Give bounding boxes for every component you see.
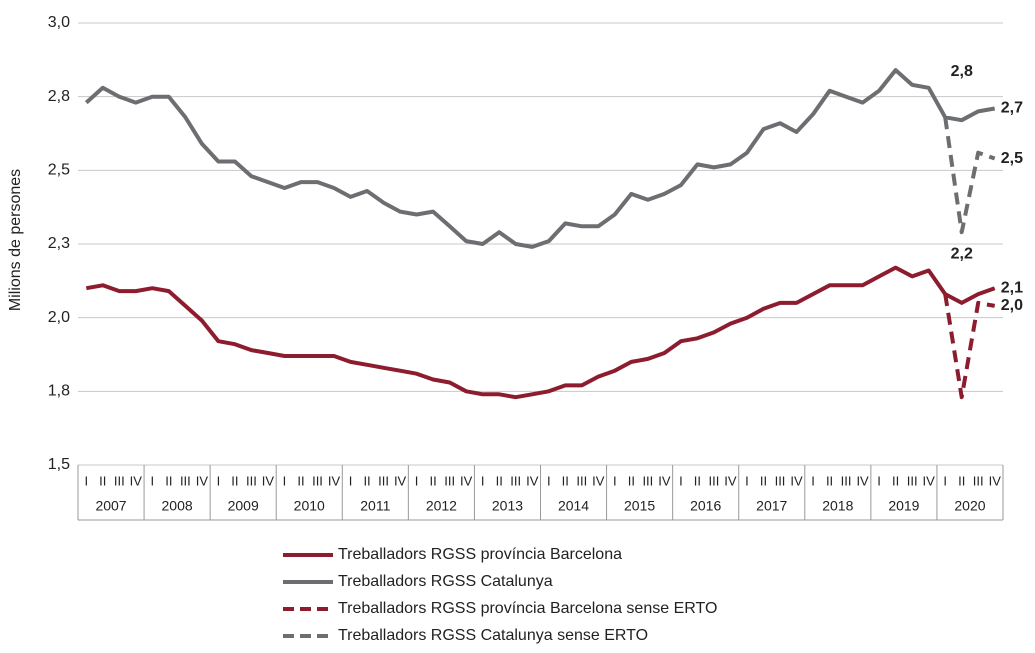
quarter-label: IV (592, 473, 605, 488)
quarter-label: IV (790, 473, 803, 488)
y-tick-label: 1,8 (48, 383, 70, 400)
value-label: 2,7 (1001, 100, 1023, 117)
year-label: 2015 (624, 498, 655, 514)
quarter-label: II (562, 473, 569, 488)
quarter-label: IV (130, 473, 143, 488)
quarter-label: III (246, 473, 257, 488)
series-line (943, 117, 996, 235)
quarter-label: III (114, 473, 125, 488)
quarter-label: III (973, 473, 984, 488)
quarter-label: II (760, 473, 767, 488)
quarter-label: II (165, 473, 172, 488)
legend-label: Treballadors RGSS Catalunya sense ERTO (338, 627, 648, 644)
quarter-label: I (811, 473, 815, 488)
y-tick-label: 2,5 (48, 162, 70, 179)
quarter-label: III (510, 473, 521, 488)
y-axis-title: Milions de persones (7, 169, 24, 311)
quarter-label: III (576, 473, 587, 488)
quarter-label: III (444, 473, 455, 488)
quarter-label: IV (460, 473, 473, 488)
quarter-label: IV (196, 473, 209, 488)
year-label: 2010 (294, 498, 325, 514)
year-label: 2011 (360, 498, 390, 514)
year-label: 2016 (690, 498, 721, 514)
quarter-label: I (349, 473, 353, 488)
legend-label: Treballadors RGSS província Barcelona (338, 546, 622, 563)
quarter-label: II (430, 473, 437, 488)
quarter-label: II (694, 473, 701, 488)
year-label: 2020 (954, 498, 985, 514)
y-tick-label: 2,0 (48, 309, 70, 326)
quarter-label: IV (658, 473, 671, 488)
year-label: 2008 (162, 498, 193, 514)
y-tick-label: 2,8 (48, 88, 70, 105)
series-line (85, 265, 996, 400)
value-label: 2,1 (1001, 279, 1023, 296)
quarter-label: I (283, 473, 287, 488)
quarter-label: I (547, 473, 551, 488)
value-label: 2,0 (1001, 297, 1023, 314)
quarter-label: IV (526, 473, 539, 488)
quarter-label: III (841, 473, 852, 488)
y-tick-label: 1,5 (48, 456, 70, 473)
year-label: 2019 (888, 498, 919, 514)
quarter-label: III (180, 473, 191, 488)
quarter-label: I (84, 473, 88, 488)
quarter-label: I (745, 473, 749, 488)
quarter-label: II (892, 473, 899, 488)
quarter-label: I (481, 473, 485, 488)
quarter-label: III (907, 473, 918, 488)
quarter-label: III (642, 473, 653, 488)
year-label: 2012 (426, 498, 457, 514)
quarter-label: IV (724, 473, 737, 488)
quarter-label: IV (262, 473, 275, 488)
year-label: 2009 (228, 498, 259, 514)
quarter-label: I (679, 473, 683, 488)
quarter-label: II (99, 473, 106, 488)
quarter-label: IV (989, 473, 1002, 488)
quarter-label: II (363, 473, 370, 488)
y-tick-label: 3,0 (48, 14, 70, 31)
quarter-label: III (378, 473, 389, 488)
legend-label: Treballadors RGSS Catalunya (338, 573, 553, 590)
year-label: 2018 (822, 498, 853, 514)
year-label: 2007 (95, 498, 126, 514)
quarter-label: IV (394, 473, 407, 488)
quarter-label: III (775, 473, 786, 488)
series-line (943, 293, 996, 400)
year-label: 2014 (558, 498, 589, 514)
quarter-label: II (231, 473, 238, 488)
quarter-label: I (877, 473, 881, 488)
quarter-label: I (217, 473, 221, 488)
quarter-label: II (496, 473, 503, 488)
quarter-label: II (297, 473, 304, 488)
series-line (84, 68, 996, 249)
quarter-label: I (415, 473, 419, 488)
quarter-label: IV (856, 473, 869, 488)
year-label: 2017 (756, 498, 787, 514)
quarter-label: I (943, 473, 947, 488)
year-label: 2013 (492, 498, 523, 514)
quarter-label: II (958, 473, 965, 488)
quarter-label: III (312, 473, 323, 488)
quarter-label: I (613, 473, 617, 488)
legend-label: Treballadors RGSS província Barcelona se… (338, 600, 717, 617)
quarter-label: II (826, 473, 833, 488)
value-label: 2,5 (1001, 150, 1023, 167)
value-label: 2,8 (951, 63, 973, 80)
quarter-label: I (151, 473, 155, 488)
y-tick-label: 2,3 (48, 235, 70, 252)
quarter-label: III (709, 473, 720, 488)
quarter-label: IV (328, 473, 341, 488)
quarter-label: II (628, 473, 635, 488)
value-label: 2,2 (951, 246, 973, 263)
quarter-label: IV (923, 473, 936, 488)
